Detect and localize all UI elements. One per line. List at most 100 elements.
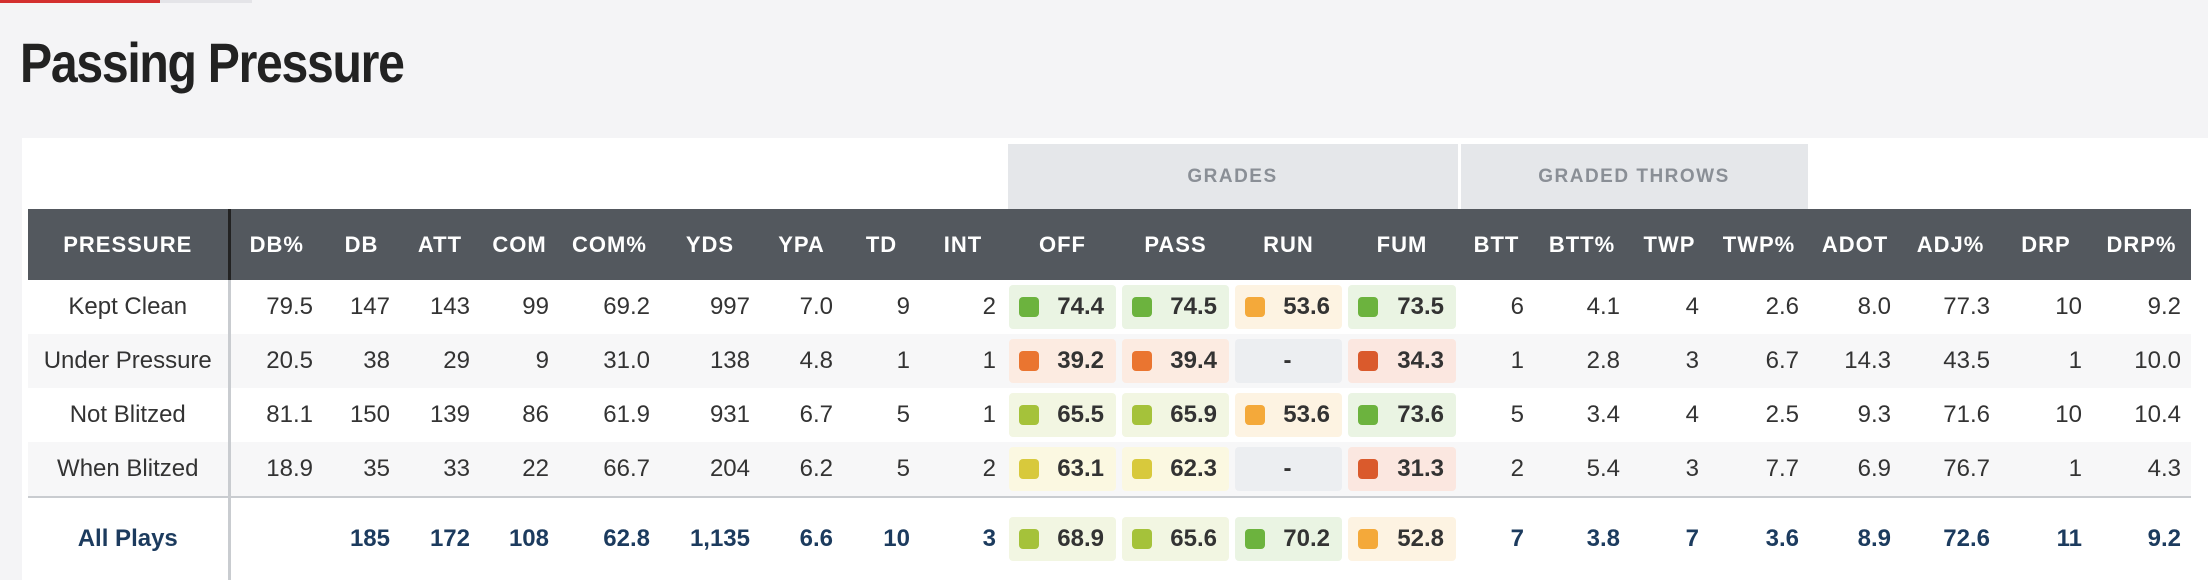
cell: 1 [920, 334, 1006, 388]
grade-swatch [1019, 459, 1039, 479]
grade-cell: 62.3 [1119, 442, 1232, 497]
cell: 1 [1459, 334, 1534, 388]
grade-cell: 73.5 [1345, 280, 1459, 334]
column-header: TWP [1630, 209, 1709, 280]
grade-value: - [1283, 347, 1292, 374]
column-header: PRESSURE [28, 209, 231, 280]
grade-swatch [1019, 529, 1039, 549]
grade-value: 65.9 [1170, 401, 1217, 428]
grade-cell: - [1232, 334, 1345, 388]
group-spacer [1809, 144, 2191, 209]
cell: 9.3 [1857, 401, 1891, 428]
grade-swatch [1019, 297, 1039, 317]
cell: 11 [2000, 496, 2092, 580]
cell: 4 [1685, 401, 1699, 428]
grade-swatch [1132, 405, 1152, 425]
cell: 108 [480, 496, 559, 580]
grade-box: 53.6 [1235, 393, 1342, 437]
column-header: ADOT [1809, 209, 1901, 280]
column-header: YDS [660, 209, 760, 280]
cell: 6 [1510, 293, 1524, 320]
column-header: ATT [400, 209, 480, 280]
grade-box: 52.8 [1348, 517, 1456, 561]
grade-cell: 65.6 [1119, 496, 1232, 580]
grade-value: 65.5 [1057, 401, 1104, 428]
cell: 66.7 [559, 442, 660, 497]
cell: 7 [1630, 496, 1709, 580]
grade-cell: 53.6 [1232, 388, 1345, 442]
column-header: BTT% [1534, 209, 1630, 280]
cell: 86 [522, 401, 549, 428]
grade-value: 34.3 [1397, 347, 1444, 374]
cell: 1 [2000, 334, 2092, 388]
cell: 4.1 [1586, 293, 1620, 320]
grade-value: 53.6 [1283, 293, 1330, 320]
section-title: Passing Pressure [20, 31, 405, 94]
grade-value: 39.2 [1057, 347, 1104, 374]
grade-value: 73.6 [1397, 401, 1444, 428]
cell: 77.3 [1943, 293, 1990, 320]
cell: 31.0 [559, 334, 660, 388]
group-row: GRADES GRADED THROWS [28, 144, 2191, 209]
grade-swatch [1358, 405, 1378, 425]
header-row: PRESSURE DB% DB ATT COM COM% YDS YPA TD INT OFF PAS… [28, 209, 2191, 280]
grade-cell: 65.9 [1119, 388, 1232, 442]
cell: 43.5 [1901, 334, 2000, 388]
cell: 7.7 [1709, 442, 1809, 497]
grade-cell: 31.3 [1345, 442, 1459, 497]
grade-swatch [1132, 297, 1152, 317]
tab-bar [160, 0, 252, 3]
group-header: GRADES [1004, 144, 1461, 209]
grade-swatch [1132, 459, 1152, 479]
grade-cell: 53.6 [1232, 280, 1345, 334]
cell: 2 [1459, 442, 1534, 497]
grade-box: 39.2 [1009, 339, 1116, 383]
grade-cell: 74.4 [1006, 280, 1119, 334]
table-row: Kept Clean 79.5 147 143 99 69.2 997 7.0 9 2 74.4 74… [28, 280, 2191, 334]
cell: 10.4 [2134, 401, 2181, 428]
grade-box: 62.3 [1122, 447, 1229, 491]
grade-box: 74.5 [1122, 285, 1229, 329]
cell: 10 [2055, 293, 2082, 320]
column-header: RUN [1232, 209, 1345, 280]
grade-swatch [1019, 405, 1039, 425]
cell: 71.6 [1943, 401, 1990, 428]
cell [229, 496, 323, 580]
row-label: Kept Clean [28, 280, 231, 334]
cell: 185 [323, 496, 400, 580]
cell: 150 [349, 401, 390, 428]
cell: 33 [400, 442, 480, 497]
cell: 3 [1630, 334, 1709, 388]
cell: 8.9 [1809, 496, 1901, 580]
cell: 3.6 [1709, 496, 1809, 580]
grade-box: 65.6 [1122, 517, 1229, 561]
grade-cell: 34.3 [1345, 334, 1459, 388]
column-header: YPA [760, 209, 843, 280]
cell: 4 [1685, 293, 1699, 320]
grade-swatch [1132, 529, 1152, 549]
group-header: GRADED THROWS [1457, 144, 1811, 209]
cell: 99 [522, 293, 549, 320]
grade-cell: 70.2 [1232, 496, 1345, 580]
cell: 147 [349, 293, 390, 320]
cell: 997 [709, 293, 750, 320]
cell: 7.0 [799, 293, 833, 320]
grade-box: 68.9 [1009, 517, 1116, 561]
grade-cell: 63.1 [1006, 442, 1119, 497]
table-row: When Blitzed 18.9 35 33 22 66.7 204 6.2 5 2 63.1 62… [28, 442, 2191, 497]
grade-value: - [1283, 455, 1292, 482]
column-header: INT [920, 209, 1006, 280]
grade-value: 74.5 [1170, 293, 1217, 320]
cell: 2 [982, 293, 996, 320]
grade-value: 74.4 [1057, 293, 1104, 320]
grade-box: - [1235, 447, 1342, 491]
row-label: All Plays [28, 496, 231, 580]
cell: 79.5 [266, 293, 313, 320]
grade-box: 63.1 [1009, 447, 1116, 491]
cell: 6.7 [799, 401, 833, 428]
grade-swatch [1245, 297, 1265, 317]
grade-cell: 39.4 [1119, 334, 1232, 388]
cell: 29 [400, 334, 480, 388]
cell: 9.2 [2092, 496, 2191, 580]
